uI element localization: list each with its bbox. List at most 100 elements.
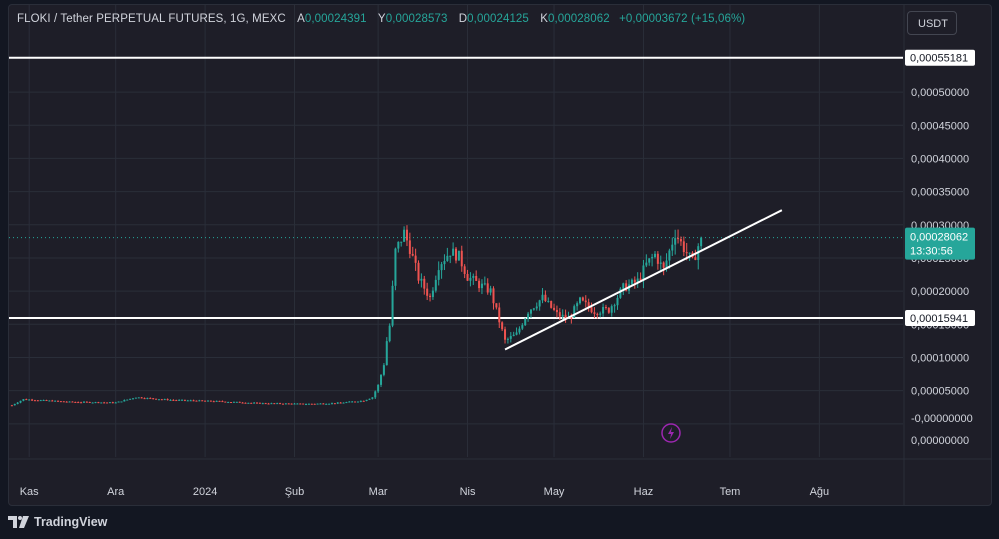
level-price-label: 0,00055181 (910, 53, 968, 65)
low-value: 0,00024125 (467, 13, 529, 25)
candle-body (460, 250, 463, 267)
candle-body (604, 307, 607, 309)
candle-body (576, 303, 579, 307)
level-price-label: 0,00015941 (910, 313, 968, 325)
candle-body (420, 278, 423, 281)
candle-body (100, 402, 103, 404)
candle-body (313, 403, 316, 405)
candle-body (527, 313, 530, 319)
candle-body (195, 400, 198, 402)
candle-body (146, 397, 149, 399)
candle-body (570, 317, 573, 319)
y-tick-label: 0,00045000 (911, 120, 969, 132)
candle-body (677, 238, 680, 240)
x-tick-label: Mar (369, 486, 388, 498)
candle-body (33, 400, 36, 402)
candle-body (417, 262, 420, 281)
candle-body (198, 400, 201, 402)
candle-body (247, 402, 250, 404)
candle-body (330, 403, 334, 405)
candle-body (385, 341, 388, 366)
candle-body (140, 397, 143, 399)
candle-body (316, 403, 319, 405)
candle-body (492, 288, 495, 304)
level-price-label-bg (905, 310, 975, 327)
candle-body (256, 402, 259, 404)
level-price-label-bg (905, 49, 975, 66)
candle-body (452, 248, 455, 256)
candle-body (91, 402, 94, 404)
grid-layer (9, 5, 991, 505)
lightning-icon[interactable] (661, 423, 681, 443)
candle-body (114, 402, 117, 404)
candle-body (469, 277, 472, 281)
candle-body (405, 229, 408, 241)
candle-body (342, 402, 345, 404)
candle-body (172, 399, 175, 401)
candle-body (688, 252, 691, 254)
candle-body (270, 403, 273, 405)
candle-body (397, 241, 400, 249)
currency-button[interactable]: USDT (907, 11, 957, 35)
candle-body (408, 240, 411, 254)
candle-body (573, 306, 576, 318)
candle-body (48, 400, 51, 402)
candle-body (19, 400, 22, 403)
candle-body (183, 399, 186, 401)
candle-body (368, 398, 371, 400)
candle-body (166, 399, 169, 401)
candle-body (181, 399, 184, 401)
candle-body (354, 401, 357, 403)
candle-body (227, 402, 230, 404)
candle-body (290, 403, 293, 405)
low-label: D (458, 13, 468, 25)
candle-body (529, 309, 532, 314)
candle-body (443, 260, 446, 265)
close-value: 0,00028062 (548, 13, 610, 25)
candle-body (547, 300, 550, 302)
candle-body (65, 401, 68, 403)
candle-body (524, 318, 527, 326)
candle-body (39, 400, 42, 402)
candle-body (607, 307, 610, 313)
chart-panel[interactable]: 0,00050000 0,00045000 0,00040000 0,00035000… (8, 4, 992, 506)
candle-body (186, 400, 189, 402)
candle-body (287, 403, 290, 405)
candle-body (382, 365, 385, 375)
candle-body (25, 399, 28, 401)
brand-name[interactable]: TradingView (34, 515, 108, 529)
candle-body (434, 279, 437, 291)
candle-body (36, 400, 39, 402)
candle-body (590, 307, 593, 313)
y-tick-label: 0,00005000 (911, 386, 969, 398)
candle-body (466, 273, 469, 281)
tradingview-logo-icon[interactable] (8, 515, 30, 529)
candle-body (423, 278, 426, 289)
candle-body (28, 399, 31, 401)
candle-body (178, 399, 181, 401)
candle-body (45, 399, 48, 401)
candle-body (518, 328, 521, 333)
symbol-legend: FLOKI / Tether PERPETUAL FUTURES, 1G, ME… (17, 13, 745, 25)
candle-body (633, 279, 636, 283)
candle-body (564, 314, 567, 319)
candle-body (307, 403, 310, 405)
candle-body (679, 239, 682, 242)
candle-body (62, 401, 65, 403)
candle-body (253, 402, 256, 404)
lightning-icon-ring (661, 423, 681, 443)
symbol-title[interactable]: FLOKI / Tether PERPETUAL FUTURES, 1G, ME… (17, 13, 286, 25)
candle-body (71, 401, 74, 403)
candle-body (489, 288, 492, 293)
candle-body (478, 280, 481, 289)
candle-body (143, 398, 146, 400)
candle-body (80, 402, 83, 404)
candle-body (22, 399, 25, 401)
price-chart[interactable]: 0,00050000 0,00045000 0,00040000 0,00035000… (9, 5, 991, 505)
x-tick-label: Kas (20, 486, 39, 498)
x-tick-label: Nis (460, 486, 476, 498)
candle-body (85, 401, 88, 403)
y-tick-label: -0,00000000 (911, 413, 973, 425)
candle-body (299, 403, 302, 405)
candle-body (356, 401, 359, 403)
